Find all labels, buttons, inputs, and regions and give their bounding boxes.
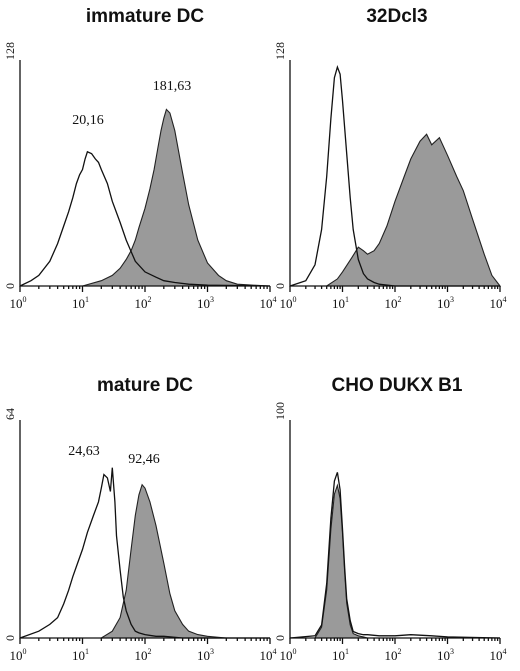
y-tick-label: 0: [3, 283, 17, 289]
histogram-panel: mature DC 100 101 102 103 104 0 64 24,63 92,46: [3, 375, 277, 663]
mfi-annotation: 20,16: [72, 113, 104, 128]
histogram-panel: immature DC 100 101 102 103 104 0 128 20,16 181,6…: [3, 6, 277, 311]
histogram-filled-series: [20, 108, 271, 287]
histogram-open-series: [289, 472, 501, 639]
x-tick-label: 100: [280, 295, 297, 311]
histogram-filled-series: [290, 483, 500, 639]
x-tick-label: 101: [72, 295, 89, 311]
panel-title: 32Dcl3: [366, 6, 427, 27]
x-tick-label: 102: [385, 295, 402, 311]
panel-title: immature DC: [86, 6, 205, 27]
x-tick-label: 102: [135, 647, 152, 663]
x-tick-label: 104: [490, 647, 507, 663]
x-tick-label: 100: [280, 647, 297, 663]
histogram-panel: 32Dcl3 100 101 102 103 104 0 128: [273, 6, 507, 311]
histogram-open-series: [289, 65, 500, 287]
x-tick-label: 103: [197, 647, 214, 663]
mfi-annotation: 24,63: [68, 444, 100, 459]
y-tick-label: 64: [3, 408, 17, 420]
axis-lines: [289, 420, 500, 639]
x-tick-label: 103: [197, 295, 214, 311]
y-tick-label: 0: [3, 635, 17, 641]
histogram-filled-series: [290, 133, 502, 287]
x-tick-label: 101: [332, 295, 349, 311]
x-tick-label: 100: [10, 295, 27, 311]
mfi-annotation: 181,63: [153, 79, 192, 94]
y-tick-label: 100: [273, 402, 287, 420]
x-tick-label: 100: [10, 647, 27, 663]
x-tick-label: 101: [72, 647, 89, 663]
x-tick-label: 102: [135, 295, 152, 311]
x-tick-label: 103: [437, 647, 454, 663]
x-tick-label: 101: [332, 647, 349, 663]
x-tick-label: 104: [260, 647, 277, 663]
y-tick-label: 128: [3, 42, 17, 60]
y-tick-label: 0: [273, 635, 287, 641]
histogram-open-series: [19, 150, 271, 287]
mfi-annotation: 92,46: [128, 452, 160, 467]
x-tick-label: 104: [260, 295, 277, 311]
histogram-filled-series: [20, 483, 270, 639]
panel-title: CHO DUKX B1: [332, 375, 463, 396]
y-tick-label: 0: [273, 283, 287, 289]
x-tick-label: 102: [385, 647, 402, 663]
x-tick-label: 104: [490, 295, 507, 311]
x-tick-label: 103: [437, 295, 454, 311]
y-tick-label: 128: [273, 42, 287, 60]
histogram-panel: CHO DUKX B1 100 101 102 103 104 0 100: [273, 375, 507, 663]
histogram-open-series: [19, 467, 270, 639]
panel-title: mature DC: [97, 375, 193, 396]
